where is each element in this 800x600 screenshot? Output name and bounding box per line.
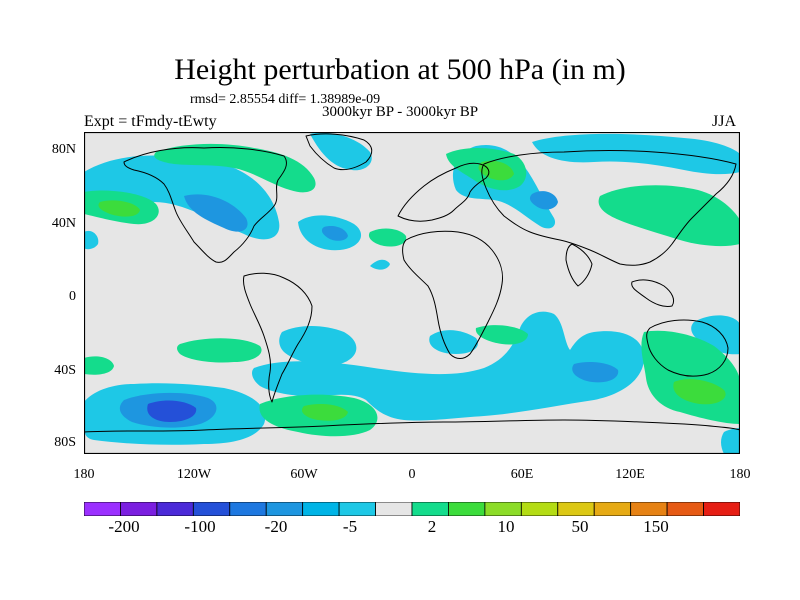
colorbar-swatch: [265, 502, 304, 516]
colorbar-swatch: [703, 502, 740, 516]
season-label: JJA: [712, 113, 737, 130]
contour-region: [598, 185, 740, 247]
contour-region: [252, 311, 644, 421]
coastlines: [84, 133, 740, 433]
lon-tick-label: 180: [729, 467, 751, 482]
experiment-label: Expt = tFmdy-tEwty: [84, 113, 217, 130]
colorbar-swatch: [593, 502, 632, 516]
contour-region: [478, 160, 514, 181]
height-perturbation-field: [84, 132, 740, 454]
colorbar-swatch: [156, 502, 194, 516]
map-frame: [84, 132, 740, 454]
contour-region: [84, 356, 114, 375]
colorbar-swatch: [557, 502, 595, 516]
colorbar-swatch: [448, 502, 486, 516]
contour-region: [673, 379, 726, 405]
coastline-europe: [397, 162, 490, 222]
contour-region: [177, 338, 262, 363]
period-label: 3000kyr BP - 3000kyr BP: [322, 104, 479, 120]
lat-tick-label: 0: [69, 289, 76, 304]
lon-tick-label: 120W: [176, 467, 212, 482]
contour-region: [532, 133, 740, 175]
contour-region: [572, 362, 619, 383]
contour-region: [370, 259, 390, 270]
colorbar-swatch: [484, 502, 522, 516]
plot-title: Height perturbation at 500 hPa (in m): [174, 53, 626, 86]
contour-region: [529, 191, 558, 210]
coastline-asia: [481, 150, 737, 266]
lon-tick-label: 120E: [615, 467, 645, 482]
colorbar-swatch: [229, 502, 267, 516]
contour-region: [154, 143, 316, 193]
world-map: [84, 132, 740, 454]
coastline-india: [565, 243, 593, 287]
colorbar-tick-label: -20: [264, 517, 288, 536]
contour-region: [301, 404, 348, 421]
colorbar-tick-label: 50: [571, 517, 589, 536]
colorbar-swatch: [192, 502, 231, 516]
contour-region: [310, 132, 372, 171]
contour-region: [147, 400, 197, 422]
colorbar-swatch: [120, 502, 158, 516]
colorbar-swatch: [630, 502, 668, 516]
colorbar-tick-label: 10: [497, 517, 515, 536]
contour-region: [279, 326, 357, 366]
contour-region: [84, 230, 99, 250]
colorbar-swatch: [375, 502, 413, 516]
colorbar-tick-label: 150: [643, 517, 669, 536]
colorbar-tick-label: 2: [427, 517, 437, 536]
rmsd-diff-stats: rmsd= 2.85554 diff= 1.38989e-09: [190, 92, 381, 107]
coastline-greenland: [305, 133, 373, 171]
colorbar-swatch: [411, 502, 449, 516]
colorbar-swatch: [520, 502, 559, 516]
contour-region: [475, 325, 528, 345]
colorbar: [84, 502, 740, 516]
coastline-southeast-asia: [631, 279, 675, 307]
coastline-north-america: [123, 146, 287, 263]
lon-tick-label: 180: [73, 467, 95, 482]
colorbar-swatch: [302, 502, 340, 516]
coastline-antarctica: [84, 419, 740, 433]
lat-tick-label: 80N: [51, 142, 76, 157]
lat-tick-label: 40N: [51, 216, 76, 231]
lat-tick-label: 80S: [54, 435, 76, 450]
coastline-africa: [402, 230, 503, 359]
lat-tick-label: 40S: [54, 363, 76, 378]
lon-tick-label: 0: [408, 467, 416, 482]
colorbar-tick-label: -100: [184, 517, 216, 536]
colorbar-swatch: [338, 502, 376, 516]
colorbar-tick-label: -5: [342, 517, 358, 536]
lon-tick-label: 60W: [290, 467, 318, 482]
colorbar-swatch: [666, 502, 704, 516]
contour-region: [721, 428, 740, 454]
colorbar-swatch: [84, 502, 121, 516]
coastline-australia: [646, 319, 729, 377]
lon-tick-label: 60E: [510, 467, 534, 482]
contour-region: [321, 226, 348, 241]
colorbar-tick-label: -200: [108, 517, 140, 536]
contour-region: [368, 228, 407, 247]
contour-region: [98, 200, 140, 217]
contour-region: [184, 194, 248, 232]
coastline-south-america: [243, 272, 313, 403]
